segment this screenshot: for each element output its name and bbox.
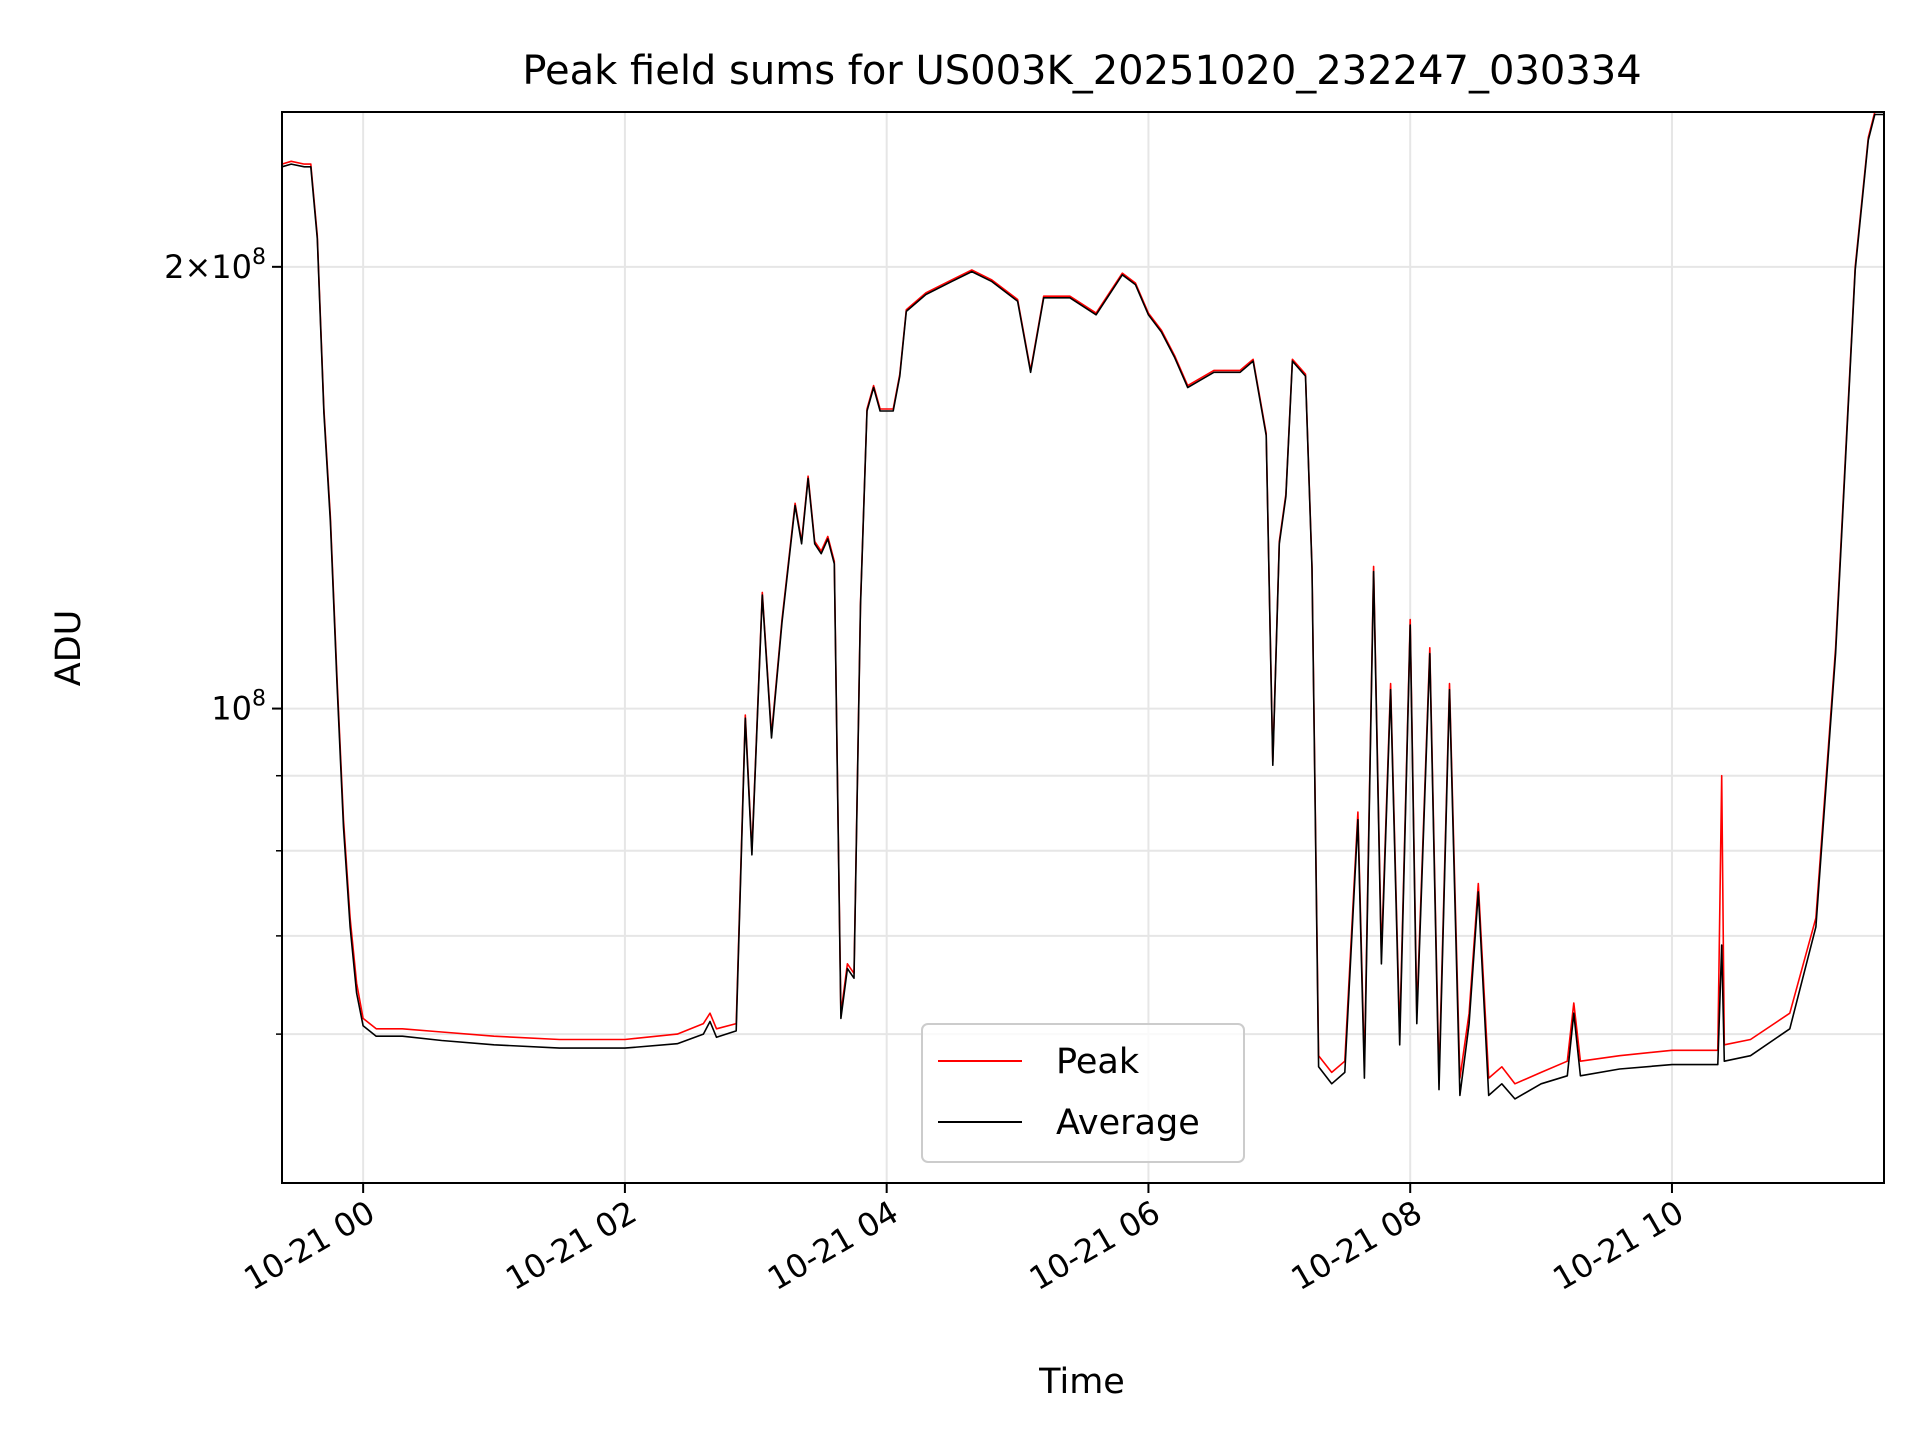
plot-area-frame bbox=[281, 111, 1885, 1184]
legend-label-peak: Peak bbox=[1056, 1042, 1140, 1082]
series-line-average bbox=[281, 113, 1884, 1100]
y-tick-base: 10 bbox=[211, 248, 252, 286]
legend: Peak Average bbox=[921, 1023, 1245, 1163]
y-tick-base: 10 bbox=[211, 690, 252, 728]
grid-lines bbox=[282, 112, 1884, 1183]
series-lines bbox=[281, 111, 1884, 1100]
series-line-peak bbox=[281, 111, 1884, 1085]
y-tick-exponent: 8 bbox=[252, 687, 266, 712]
chart-title: Peak field sums for US003K_20251020_2322… bbox=[522, 48, 1641, 94]
y-axis-label: ADU bbox=[49, 610, 89, 687]
legend-label-average: Average bbox=[1056, 1103, 1200, 1143]
y-tick-multiplier: 2× bbox=[164, 248, 211, 286]
y-tick-label: 108 bbox=[211, 687, 266, 728]
y-tick-label: 2×108 bbox=[164, 245, 266, 286]
y-tick-exponent: 8 bbox=[252, 245, 266, 270]
x-axis-label: Time bbox=[1038, 1362, 1125, 1402]
legend-box bbox=[921, 1023, 1245, 1163]
